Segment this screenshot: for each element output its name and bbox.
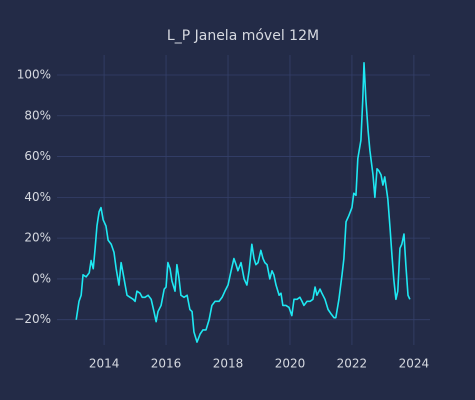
y-tick-label: 40% bbox=[24, 190, 51, 204]
y-tick-label: 80% bbox=[24, 108, 51, 122]
x-tick-label: 2018 bbox=[213, 357, 244, 371]
y-tick-label: 60% bbox=[24, 149, 51, 163]
x-tick-label: 2020 bbox=[275, 357, 306, 371]
x-tick-label: 2014 bbox=[89, 357, 120, 371]
chart-title: L_P Janela móvel 12M bbox=[167, 28, 319, 44]
y-tick-label: −20% bbox=[14, 312, 51, 326]
line-series bbox=[75, 61, 411, 343]
x-tick-label: 2022 bbox=[337, 357, 368, 371]
y-tick-label: 20% bbox=[24, 231, 51, 245]
x-tick-label: 2016 bbox=[151, 357, 182, 371]
x-tick-label: 2024 bbox=[399, 357, 430, 371]
y-tick-label: 100% bbox=[17, 67, 51, 81]
y-tick-label: 0% bbox=[32, 271, 51, 285]
